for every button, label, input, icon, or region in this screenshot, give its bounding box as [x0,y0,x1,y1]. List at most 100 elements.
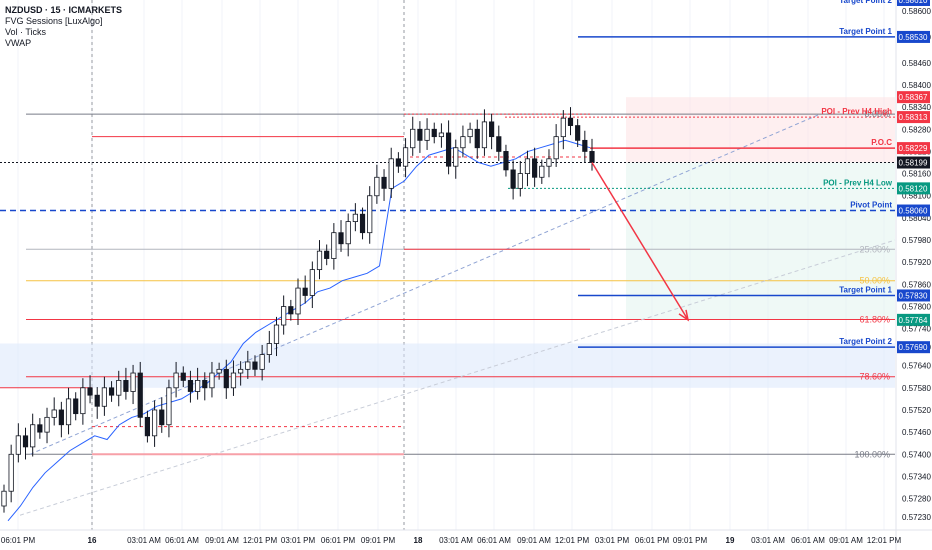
time-tick-label: 06:01 PM [635,536,670,545]
time-tick-label: 09:01 AM [205,536,239,545]
indicator-volume[interactable]: Vol · Ticks [5,27,47,37]
candle-body [374,176,380,197]
candle-body [37,424,43,433]
candle [532,147,538,187]
time-tick-label: 03:01 AM [127,536,161,545]
candle-body [474,128,480,149]
candle [223,359,229,399]
candle-body [130,372,136,392]
level-label: Target Point 2 [839,337,892,346]
level-label: POI - Prev H4 Low [823,178,893,187]
fib-level-label: 0.00% [864,109,890,119]
price-tick-label: 0.58460 [902,59,931,68]
price-tick-label: 0.57340 [902,472,931,481]
fib-level-label: 100.00% [854,449,890,459]
price-tick-label: 0.57230 [902,513,931,522]
price-tick-label: 0.57280 [902,495,931,504]
candle-body [324,250,330,259]
price-tick-label: 0.58340 [902,103,931,112]
candle-body [367,195,373,234]
candle-body [187,380,194,392]
candle [302,275,308,304]
candle [381,169,387,201]
candle [252,355,258,376]
candle [388,147,394,198]
candle [202,372,208,401]
level-price-badge: 0.58060 [897,204,930,217]
candle-body [30,424,36,448]
price-tick-label: 0.57920 [902,258,931,267]
candle-body [560,117,566,138]
candle-body [567,117,574,126]
candle-body [467,128,473,138]
candle-body [589,151,595,163]
candle [503,144,509,177]
indicator-fvg[interactable]: FVG Sessions [LuxAlgo] [5,16,103,26]
candle [180,366,186,388]
candle [94,387,100,419]
indicator-vwap[interactable]: VWAP [5,38,32,48]
candle [166,379,172,438]
candle [546,149,552,178]
price-axis: 0.58600 0.58530 0.58460 0.58400 0.58340 0.582… [895,0,932,550]
candle-body [281,306,287,326]
candle-body [180,372,186,381]
candle [1,484,7,513]
candle-body [166,387,172,426]
price-tick-label: 0.58400 [902,81,931,90]
price-badge: 0.58367 [897,91,930,104]
candle-body [331,232,337,259]
candle [331,223,337,270]
price-tick-label: 0.57640 [902,362,931,371]
level-label: Target Point 2 [839,0,892,5]
candle [173,361,179,398]
badge-text: 0.58610 [899,0,928,5]
candle [367,186,373,244]
candle [524,150,531,187]
candle [288,299,294,321]
candle [216,362,222,380]
candle-body [503,151,509,171]
time-tick-label: 06:01 AM [477,536,511,545]
level-label: Pivot Point [850,201,892,210]
candle-body [445,132,452,167]
candle-body [532,158,538,178]
candle [259,344,265,381]
badge-background [897,182,930,195]
candle-body [460,136,466,149]
candle-body [87,387,93,396]
candle [582,130,588,163]
candle [238,361,244,386]
candle [352,203,358,232]
candle-body [288,306,294,315]
level-price-badge: 0.58229 [897,142,930,155]
candle [410,116,416,156]
candle [345,213,351,257]
candle-body [73,398,79,415]
candle-body [424,128,430,141]
level-price-badge: 0.57690 [897,341,930,354]
candle-body [245,361,251,370]
candle-body [359,213,366,234]
level-label: Target Point 1 [839,27,892,36]
badge-text: 0.57690 [899,343,928,352]
candle [65,387,72,435]
candle [108,381,115,402]
price-tick-label: 0.57400 [902,450,931,459]
badge-text: 0.58199 [899,159,928,168]
candle [58,401,64,438]
candle-body [431,128,437,138]
candle-body [252,361,258,370]
candle-body [108,387,115,396]
candle [73,392,79,421]
price-tick-label: 0.57520 [902,406,931,415]
candle [481,109,488,156]
price-tick-label: 0.58100 [902,192,931,201]
candle-body [116,380,122,396]
candle [266,330,272,363]
time-tick-label: 12:01 PM [243,536,278,545]
candle [309,261,315,309]
candle-body [173,372,179,389]
price-tick-label: 0.58040 [902,214,931,223]
